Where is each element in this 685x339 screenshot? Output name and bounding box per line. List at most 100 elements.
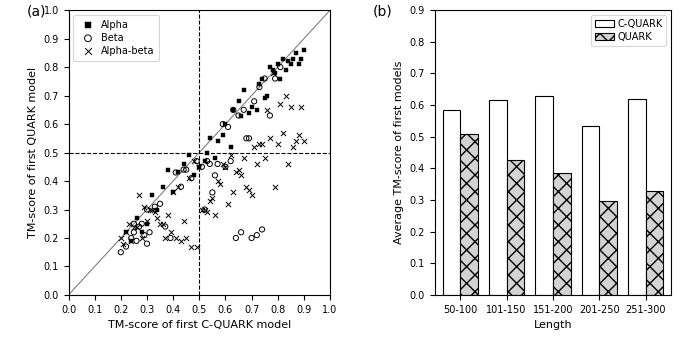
Alpha [243,110,254,115]
Beta [128,221,139,226]
Beta [210,173,221,178]
Bar [536,96,553,295]
Alpha [178,161,189,167]
Y-axis label: Average TM-score of first models: Average TM-score of first models [394,61,404,244]
Alpha-beta [134,193,145,198]
Alpha-beta [186,244,197,249]
Alpha-beta [131,224,142,229]
Beta [257,227,268,232]
Alpha-beta [197,207,208,212]
Alpha-beta [238,156,249,161]
Alpha [257,76,268,81]
Beta [131,238,142,243]
Alpha [201,150,212,155]
Beta [251,233,262,238]
Beta [197,164,208,170]
Alpha-beta [270,184,281,190]
Alpha-beta [142,218,153,224]
Alpha [217,133,228,138]
Alpha [162,167,173,172]
Alpha [277,56,288,61]
Beta [270,76,281,81]
Alpha [168,190,179,195]
Beta [259,76,270,81]
Alpha-beta [173,184,184,190]
Beta [115,250,126,255]
Alpha [136,230,147,235]
Alpha [293,62,304,67]
Alpha-beta [275,101,286,107]
Beta [149,204,160,210]
Alpha-beta [262,107,273,113]
Alpha [188,173,199,178]
Alpha-beta [118,241,129,246]
Alpha [147,193,158,198]
Alpha-beta [241,184,252,190]
Alpha-beta [225,153,236,158]
Alpha-beta [171,235,182,241]
Alpha-beta [178,218,189,224]
Alpha [212,138,223,144]
Alpha [299,47,310,53]
Alpha-beta [277,130,288,135]
Alpha-beta [264,136,275,141]
Alpha-beta [155,221,166,226]
Alpha-beta [236,173,247,178]
Alpha [194,164,205,170]
Alpha-beta [251,161,262,167]
Alpha-beta [191,244,202,249]
Alpha-beta [165,230,176,235]
X-axis label: Length: Length [534,320,572,330]
Alpha [280,67,291,73]
Alpha [121,230,132,235]
Text: (a): (a) [27,4,46,18]
Alpha [270,70,281,76]
Alpha-beta [121,230,132,235]
Beta [238,107,249,113]
Beta [220,164,231,170]
Alpha-beta [267,70,278,76]
Alpha-beta [243,187,254,192]
Alpha-beta [199,207,210,212]
Alpha [131,215,142,221]
Alpha [272,62,283,67]
Beta [233,113,244,118]
Alpha-beta [147,207,158,212]
Alpha-beta [257,141,268,147]
Alpha [199,158,210,164]
Beta [165,235,176,241]
Alpha-beta [223,201,234,206]
Beta [142,241,153,246]
Beta [212,161,223,167]
Alpha-beta [293,133,304,138]
Alpha-beta [272,141,283,147]
Beta [160,224,171,229]
Alpha [126,238,137,243]
Alpha-beta [233,167,244,172]
Alpha-beta [296,104,307,110]
Alpha-beta [168,190,179,195]
Alpha-beta [254,141,265,147]
Alpha-beta [249,144,260,149]
Beta [191,158,202,164]
Alpha-beta [288,144,299,149]
Beta [144,230,155,235]
Alpha-beta [280,93,291,98]
Y-axis label: TM-score of first QUARK model: TM-score of first QUARK model [28,67,38,238]
Beta [243,136,254,141]
Alpha [246,104,257,110]
Alpha-beta [286,104,297,110]
Beta [199,207,210,212]
Beta [275,64,286,70]
Beta [246,235,257,241]
Beta [134,224,145,229]
Beta [225,158,236,164]
Beta [128,230,139,235]
Alpha-beta [283,161,294,167]
Beta [264,113,275,118]
Alpha-beta [194,164,205,170]
Bar [460,134,478,295]
Beta [230,235,241,241]
Alpha [288,56,299,61]
Alpha [290,50,301,56]
